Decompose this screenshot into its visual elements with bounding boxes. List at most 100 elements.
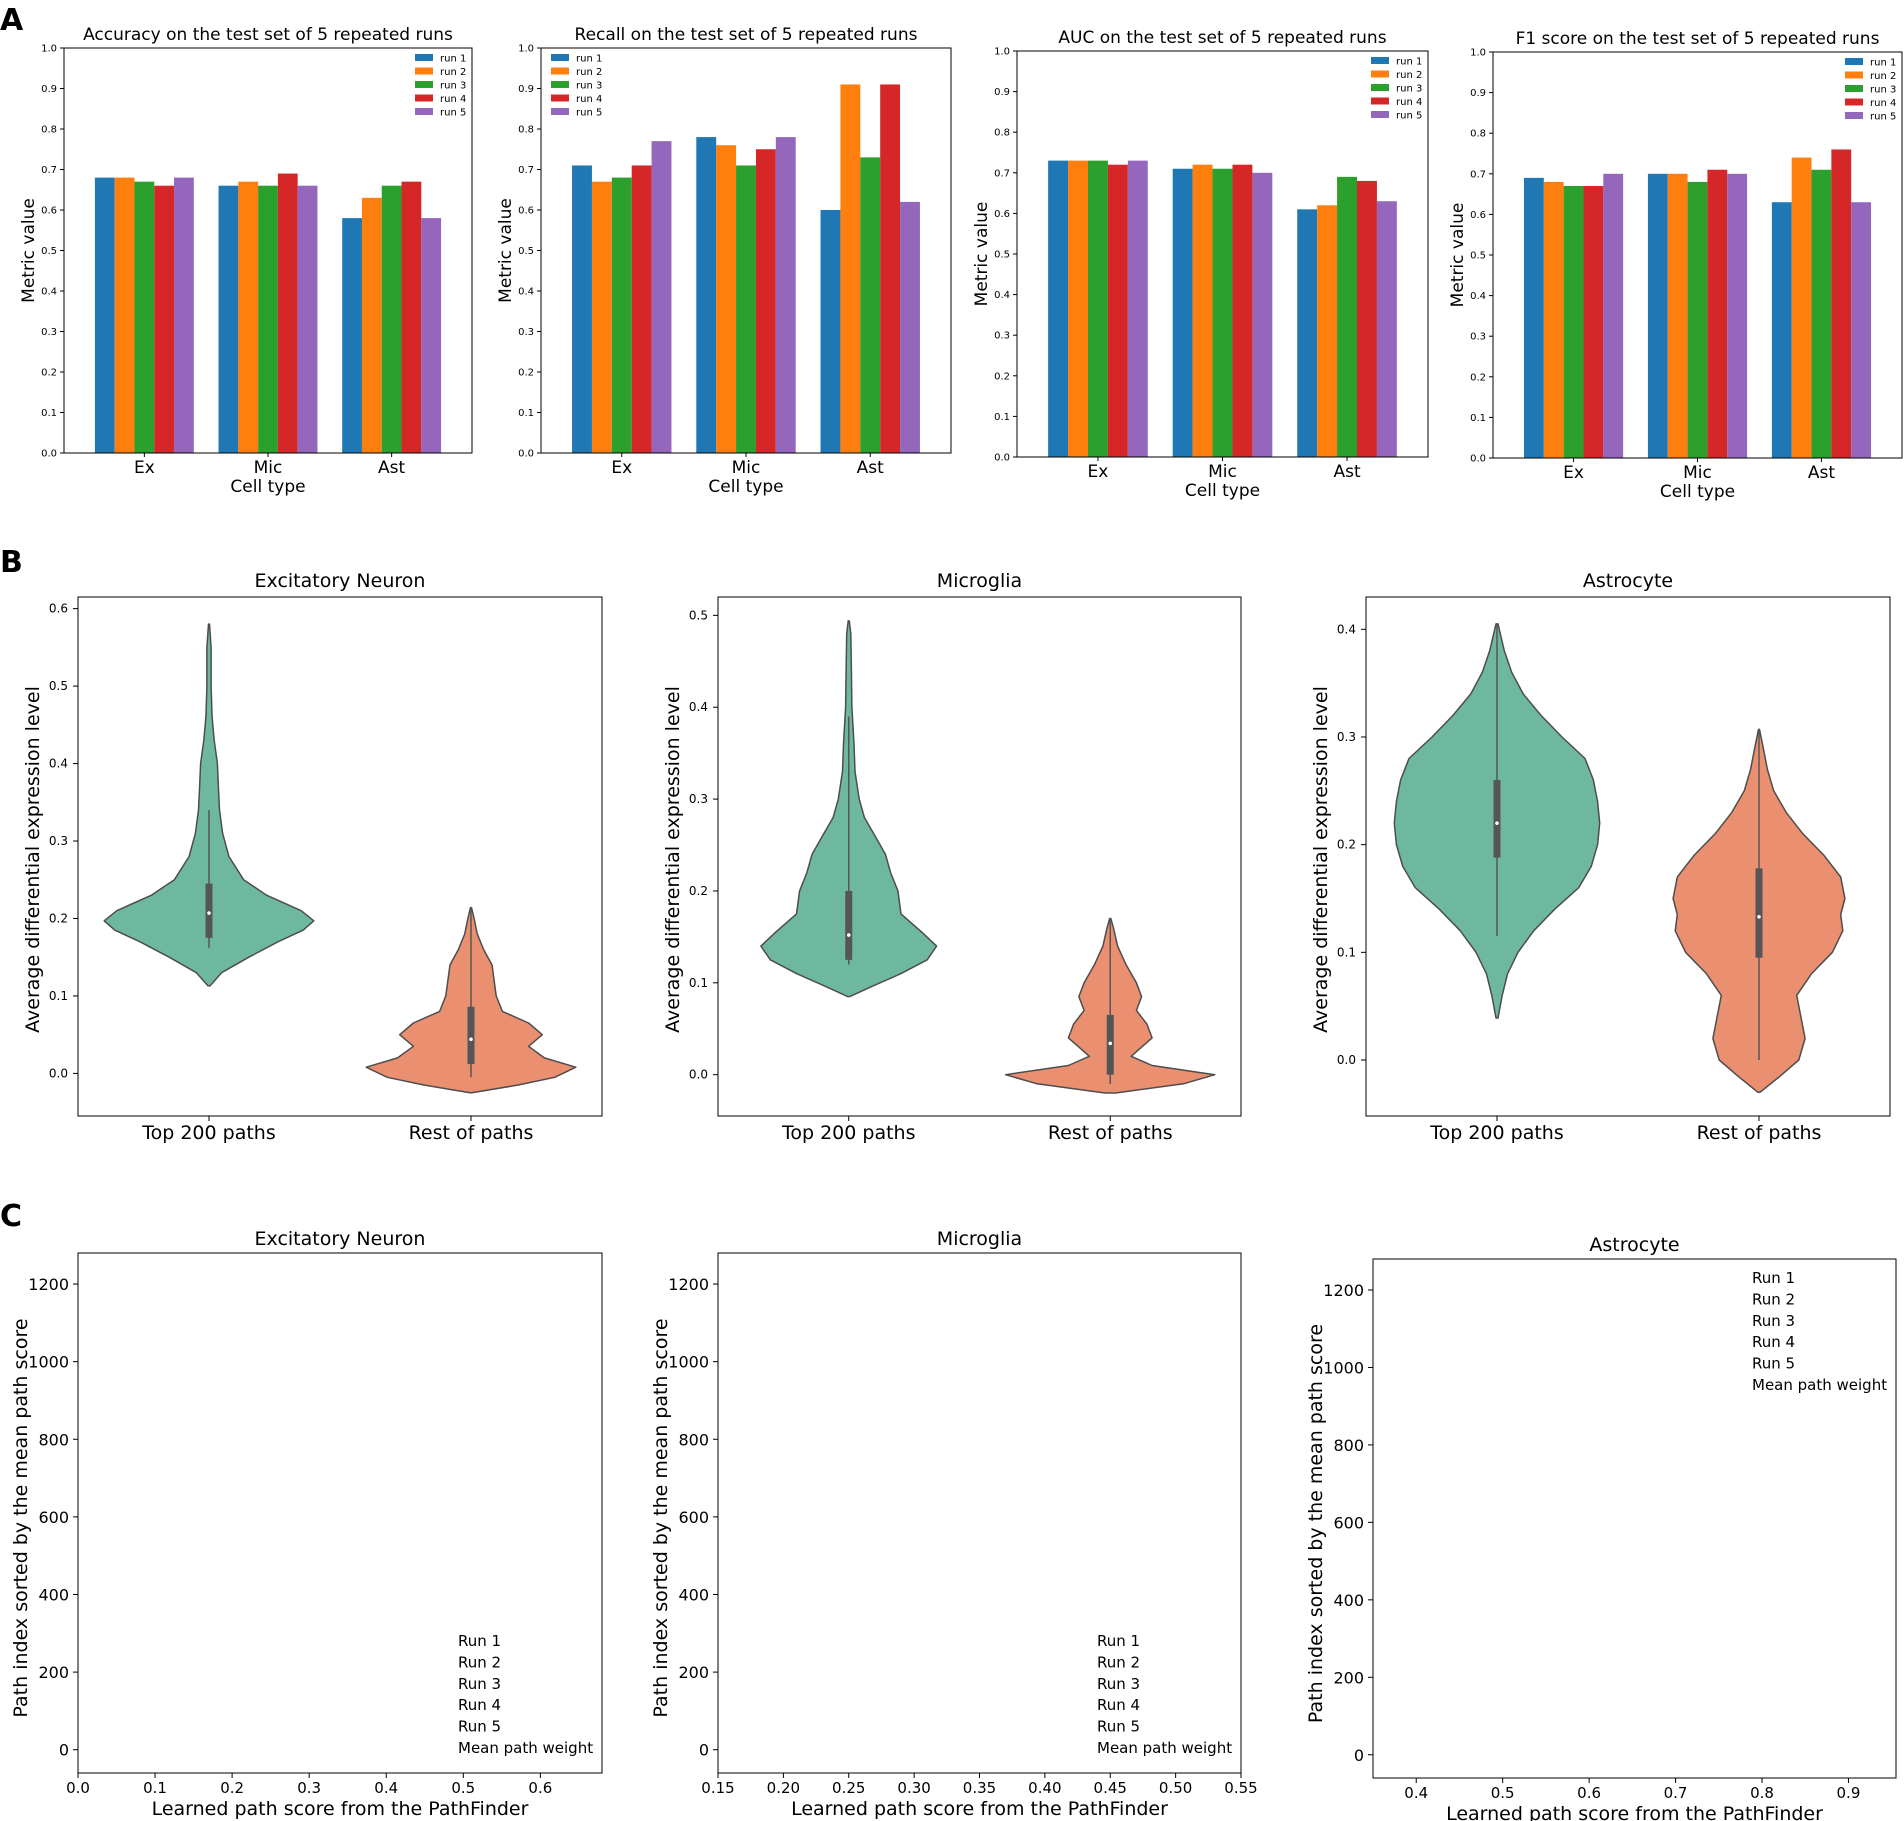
legend-label: Run 2 [1752,1290,1795,1308]
y-tick-label: 0.1 [1337,945,1356,959]
y-tick-label: 0.4 [994,290,1010,301]
x-tick-label: 0.8 [1750,1784,1774,1802]
y-tick-label: 0.4 [49,757,68,771]
bar-run2-Mic [1192,164,1213,457]
legend-label: run 2 [440,67,466,78]
violin-iqr-box [1493,780,1501,858]
y-tick-label: 0.1 [41,408,57,419]
y-tick-label: 0.2 [1337,838,1356,852]
violin-iqr-box [205,883,213,938]
violin-iqr-box [845,890,853,960]
x-axis-label: Cell type [1185,481,1260,501]
y-tick-label: 0.2 [49,911,68,925]
y-tick-label: 400 [678,1585,709,1604]
bar-run1-Mic [218,185,239,453]
y-tick-label: 0.9 [518,84,534,95]
y-tick-label: 1200 [668,1275,709,1294]
x-tick-label: Ex [1563,463,1584,483]
y-tick-label: 0.4 [518,287,534,298]
y-tick-label: 0.9 [41,84,57,95]
bar-chart-acc: Accuracy on the test set of 5 repeated r… [19,25,473,497]
x-tick-label: 0.9 [1837,1784,1861,1802]
x-tick-label: Rest of paths [409,1122,534,1144]
y-tick-label: 200 [1333,1668,1364,1687]
x-tick-label: Mic [1208,462,1237,482]
y-tick-label: 0.3 [1337,730,1356,744]
x-axis-label: Cell type [230,477,305,497]
y-tick-label: 0.1 [689,976,708,990]
x-tick-label: Ex [1088,462,1109,482]
violin-median-dot [1757,914,1761,919]
violin-chart-vast: Astrocyte 0.0 0.1 0.2 0.3 0.4 Top 200 paths Res… [1310,570,1891,1144]
y-tick-label: 400 [1333,1591,1364,1610]
legend-label: run 5 [1870,112,1896,123]
legend-label: Run 4 [1097,1696,1140,1714]
x-tick-label: 0.2 [220,1779,244,1797]
legend-swatch [1371,57,1389,64]
legend-label: Run 1 [1752,1269,1795,1287]
bar-run4-Ex [154,185,175,453]
x-tick-label: Mic [732,458,761,478]
bar-run1-Ex [572,165,592,453]
scatter-chart-cex: Excitatory Neuron 0 200 400 600 800 1000 1200 0.… [10,1228,603,1820]
legend-label: run 1 [1396,57,1422,68]
legend-swatch [1845,71,1863,79]
bar-run1-Mic [696,137,717,453]
legend-swatch [415,54,433,61]
bar-run2-Ex [591,181,612,453]
y-tick-label: 0.6 [49,602,68,616]
y-tick-label: 0.0 [41,449,57,460]
y-tick-label: 0.0 [689,1068,708,1082]
bar-run3-Ast [1337,176,1358,458]
legend-label: run 1 [440,54,466,65]
y-tick-label: 0.8 [994,128,1010,139]
legend-label: run 3 [576,81,602,92]
bar-run5-Ast [900,201,920,453]
bar-run5-Ex [174,177,194,453]
bar-run3-Mic [736,165,756,453]
legend-swatch [1845,85,1863,92]
y-tick-label: 0.0 [49,1066,68,1080]
bar-run2-Mic [238,181,259,453]
y-tick-label: 0.0 [1337,1053,1356,1067]
bar-run3-Mic [258,185,278,453]
x-axis-label: Cell type [708,477,783,497]
legend-label: run 1 [576,54,602,65]
bar-run2-Ast [840,84,861,453]
x-axis-label: Cell type [1660,482,1735,502]
y-tick-label: 0.5 [1470,251,1486,262]
legend-swatch [1371,84,1389,91]
bar-run2-Mic [1667,173,1688,459]
y-tick-label: 1000 [668,1353,709,1372]
legend-swatch [551,54,569,61]
legend-label: run 2 [1396,70,1422,81]
y-tick-label: 0.7 [994,168,1010,179]
bar-run5-Ast [1376,201,1397,457]
x-tick-label: 0.4 [374,1779,398,1797]
y-tick-label: 0.3 [1470,332,1486,343]
bar-run2-Ex [1543,181,1564,459]
x-tick-label: 0.6 [1577,1784,1601,1802]
x-tick-label: Ast [1808,463,1835,483]
bar-run1-Ex [94,177,115,453]
scatter-chart-cast: Astrocyte 0 200 400 600 800 1000 1200 0.4 0.5 0.6 0… [1305,1234,1897,1821]
bar-run4-Ast [1831,149,1852,458]
y-tick-label: 200 [678,1663,709,1682]
legend-label: run 3 [1870,85,1896,96]
bar-run5-Mic [775,137,796,453]
chart-title: Excitatory Neuron [255,1228,426,1250]
y-tick-label: 0 [699,1741,709,1760]
y-tick-label: 0.5 [49,679,68,693]
legend-label: Mean path weight [458,1739,593,1757]
x-tick-label: Top 200 paths [141,1122,276,1144]
y-tick-label: 0.3 [689,792,708,806]
legend-swatch [1845,98,1863,106]
x-tick-label: 0.35 [963,1779,996,1797]
y-tick-label: 0.2 [689,884,708,898]
bar-run1-Mic [1647,173,1668,459]
scatter-chart-cmic: Microglia 0 200 400 600 800 1000 1200 0.15 0.20 0.… [650,1228,1258,1820]
y-tick-label: 0.9 [994,87,1010,98]
x-tick-label: 0.20 [767,1779,800,1797]
legend-label: Run 4 [1752,1333,1795,1351]
chart-title: F1 score on the test set of 5 repeated r… [1516,29,1880,49]
